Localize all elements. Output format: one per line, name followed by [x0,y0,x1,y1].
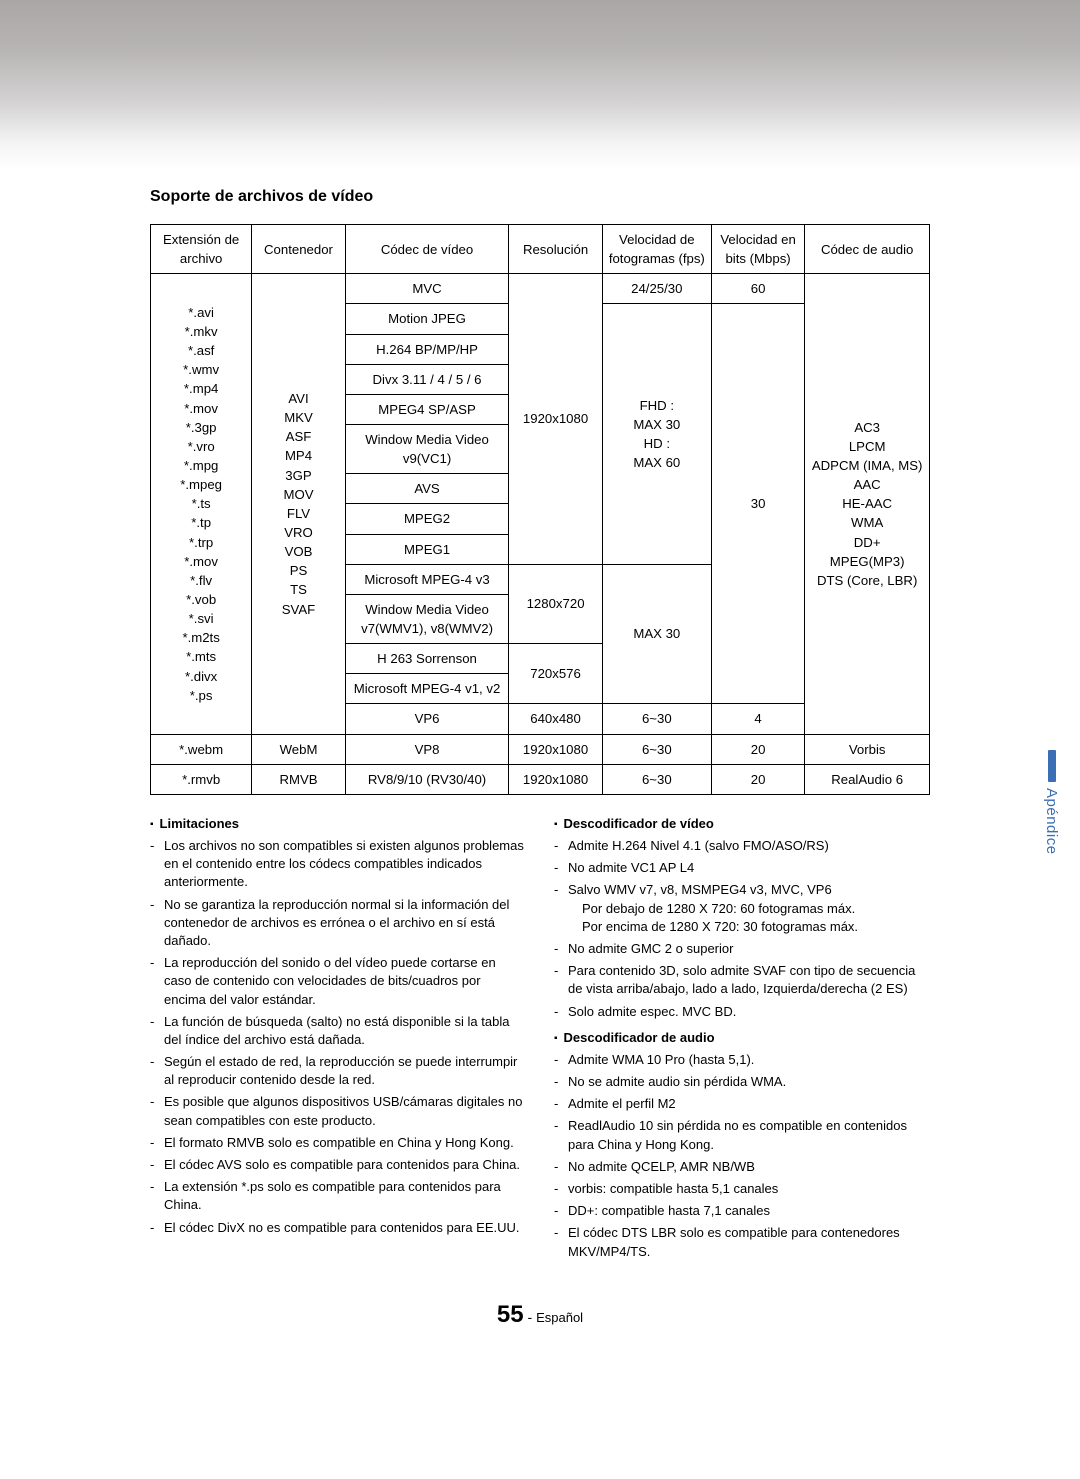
cell-codec: VP8 [345,734,509,764]
cell-fps-main: FHD :MAX 30HD :MAX 60 [602,304,711,564]
cell-codec: RV8/9/10 (RV30/40) [345,764,509,794]
list-item: Es posible que algunos dispositivos USB/… [150,1093,526,1129]
list-item: No admite QCELP, AMR NB/WB [554,1158,930,1176]
cell-resolution: 1280x720 [509,564,602,643]
th-resolution: Resolución [509,225,602,274]
list-item: El formato RMVB solo es compatible en Ch… [150,1134,526,1152]
side-tab: Apéndice [1043,750,1060,855]
page-footer: 55 - Español [150,1301,930,1329]
list-item: La extensión *.ps solo es compatible par… [150,1178,526,1214]
cell-resolution: 1920x1080 [509,274,602,564]
audio-decoder-heading: Descodificador de audio [554,1029,930,1047]
notes-right-column: Descodificador de vídeo Admite H.264 Niv… [554,811,930,1265]
list-item: No admite VC1 AP L4 [554,859,930,877]
cell-container: WebM [252,734,345,764]
cell-extension: *.webm [151,734,252,764]
list-item: No admite GMC 2 o superior [554,940,930,958]
list-item: Admite WMA 10 Pro (hasta 5,1). [554,1051,930,1069]
list-item: Para contenido 3D, solo admite SVAF con … [554,962,930,998]
cell-fps: MAX 30 [602,564,711,704]
notes-left-column: Limitaciones Los archivos no son compati… [150,811,526,1265]
list-item: Solo admite espec. MVC BD. [554,1003,930,1021]
limitations-list: Los archivos no son compatibles si exist… [150,837,526,1237]
list-item: vorbis: compatible hasta 5,1 canales [554,1180,930,1198]
list-item: El códec DivX no es compatible para cont… [150,1219,526,1237]
table-header-row: Extensión de archivo Contenedor Códec de… [151,225,930,274]
footer-language: Español [536,1310,583,1325]
list-item: Salvo WMV v7, v8, MSMPEG4 v3, MVC, VP6Po… [554,881,930,936]
th-fps: Velocidad de fotogramas (fps) [602,225,711,274]
cell-codec: H 263 Sorrenson [345,644,509,674]
list-item: DD+: compatible hasta 7,1 canales [554,1202,930,1220]
list-item: El códec DTS LBR solo es compatible para… [554,1224,930,1260]
list-item: Admite el perfil M2 [554,1095,930,1113]
th-video-codec: Códec de vídeo [345,225,509,274]
list-item: No se admite audio sin pérdida WMA. [554,1073,930,1091]
page-number: 55 [497,1301,524,1328]
video-support-table: Extensión de archivo Contenedor Códec de… [150,224,930,795]
cell-codec: Motion JPEG [345,304,509,334]
side-tab-label: Apéndice [1043,788,1060,855]
cell-fps: 6~30 [602,764,711,794]
list-item: Los archivos no son compatibles si exist… [150,837,526,892]
list-item: La función de búsqueda (salto) no está d… [150,1013,526,1049]
cell-audio: Vorbis [805,734,930,764]
video-decoder-list: Admite H.264 Nivel 4.1 (salvo FMO/ASO/RS… [554,837,930,1021]
cell-audio: RealAudio 6 [805,764,930,794]
list-item: No se garantiza la reproducción normal s… [150,896,526,951]
cell-codec: Divx 3.11 / 4 / 5 / 6 [345,364,509,394]
cell-bitrate-main: 30 [711,304,804,704]
list-item: La reproducción del sonido o del vídeo p… [150,954,526,1009]
cell-bitrate: 60 [711,274,804,304]
cell-extensions: *.avi*.mkv*.asf*.wmv*.mp4*.mov*.3gp*.vro… [151,274,252,734]
list-item: Según el estado de red, la reproducción … [150,1053,526,1089]
cell-codec: AVS [345,474,509,504]
cell-codec: MPEG2 [345,504,509,534]
audio-decoder-list: Admite WMA 10 Pro (hasta 5,1). No se admi… [554,1051,930,1261]
cell-resolution: 720x576 [509,644,602,704]
section-title: Soporte de archivos de vídeo [150,188,930,206]
table-row: *.rmvb RMVB RV8/9/10 (RV30/40) 1920x1080… [151,764,930,794]
limitations-heading: Limitaciones [150,815,526,833]
th-audio-codec: Códec de audio [805,225,930,274]
page-content: Apéndice Soporte de archivos de vídeo Ex… [0,170,1080,1369]
th-container: Contenedor [252,225,345,274]
top-banner [0,0,1080,170]
list-item: Admite H.264 Nivel 4.1 (salvo FMO/ASO/RS… [554,837,930,855]
list-item: ReadlAudio 10 sin pérdida no es compatib… [554,1117,930,1153]
cell-audio-codecs: AC3LPCMADPCM (IMA, MS)AACHE-AACWMADD+MPE… [805,274,930,734]
cell-resolution: 1920x1080 [509,764,602,794]
cell-bitrate: 4 [711,704,804,734]
cell-codec: MPEG1 [345,534,509,564]
cell-bitrate: 20 [711,764,804,794]
cell-codec: MVC [345,274,509,304]
th-bitrate: Velocidad en bits (Mbps) [711,225,804,274]
cell-extension: *.rmvb [151,764,252,794]
cell-codec: Microsoft MPEG-4 v1, v2 [345,674,509,704]
notes-section: Limitaciones Los archivos no son compati… [150,811,930,1265]
table-row: *.avi*.mkv*.asf*.wmv*.mp4*.mov*.3gp*.vro… [151,274,930,304]
cell-fps: 24/25/30 [602,274,711,304]
side-tab-bar [1048,750,1056,782]
table-row: *.webm WebM VP8 1920x1080 6~30 20 Vorbis [151,734,930,764]
cell-container: RMVB [252,764,345,794]
cell-fps: 6~30 [602,704,711,734]
cell-codec: MPEG4 SP/ASP [345,394,509,424]
cell-resolution: 640x480 [509,704,602,734]
cell-fps: 6~30 [602,734,711,764]
th-extension: Extensión de archivo [151,225,252,274]
cell-codec: VP6 [345,704,509,734]
cell-codec: H.264 BP/MP/HP [345,334,509,364]
cell-codec: Window Media Video v9(VC1) [345,424,509,473]
cell-codec: Window Media Video v7(WMV1), v8(WMV2) [345,594,509,643]
cell-codec: Microsoft MPEG-4 v3 [345,564,509,594]
video-decoder-heading: Descodificador de vídeo [554,815,930,833]
cell-containers: AVIMKVASFMP43GPMOVFLVVROVOBPSTSSVAF [252,274,345,734]
footer-separator: - [524,1309,536,1325]
cell-resolution: 1920x1080 [509,734,602,764]
list-item: El códec AVS solo es compatible para con… [150,1156,526,1174]
cell-bitrate: 20 [711,734,804,764]
